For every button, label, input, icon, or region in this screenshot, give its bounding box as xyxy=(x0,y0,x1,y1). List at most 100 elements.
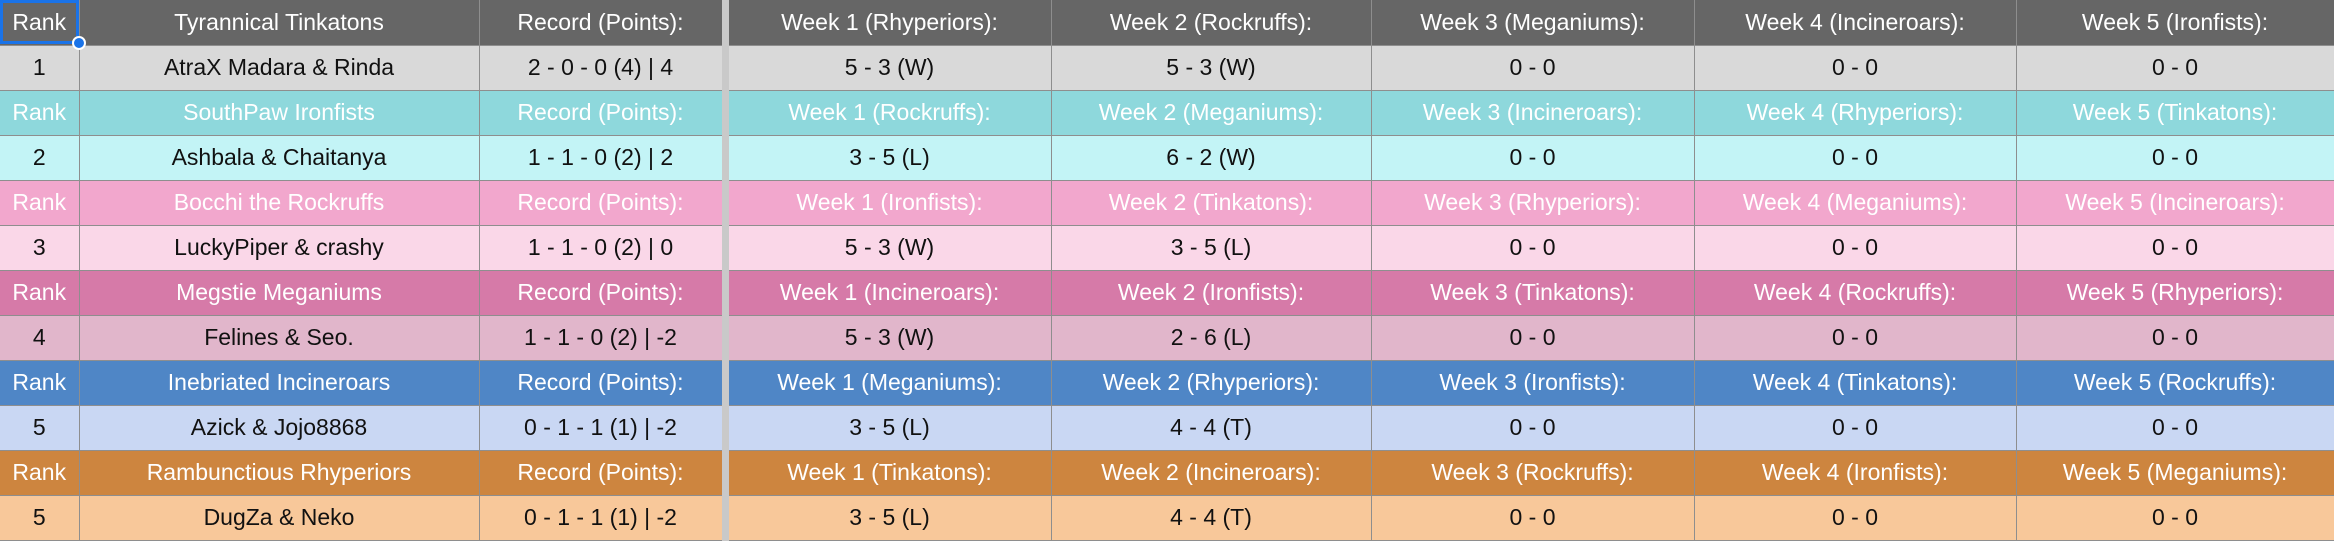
cell-record[interactable]: 1 - 1 - 0 (2) | -2 xyxy=(479,315,729,361)
header-cell-week-4[interactable]: Week 4 (Incineroars): xyxy=(1694,0,2017,46)
header-cell-week-1[interactable]: Week 1 (Ironfists): xyxy=(725,180,1052,226)
cell-week-5[interactable]: 0 - 0 xyxy=(2016,135,2334,181)
cell-week-5[interactable]: 0 - 0 xyxy=(2016,225,2334,271)
header-cell-record[interactable]: Record (Points): xyxy=(479,180,729,226)
cell-week-1[interactable]: 3 - 5 (L) xyxy=(725,495,1052,541)
team-header-row: Rank Tyrannical Tinkatons Record (Points):… xyxy=(0,0,2334,46)
cell-rank[interactable]: 4 xyxy=(0,315,80,361)
cell-week-2[interactable]: 5 - 3 (W) xyxy=(1051,45,1372,91)
header-cell-week-2[interactable]: Week 2 (Meganiums): xyxy=(1051,90,1372,136)
header-cell-week-2[interactable]: Week 2 (Rockruffs): xyxy=(1051,0,1372,46)
header-cell-week-5[interactable]: Week 5 (Tinkatons): xyxy=(2016,90,2334,136)
cell-week-2[interactable]: 2 - 6 (L) xyxy=(1051,315,1372,361)
cell-week-5[interactable]: 0 - 0 xyxy=(2016,405,2334,451)
header-cell-week-3[interactable]: Week 3 (Meganiums): xyxy=(1371,0,1695,46)
header-cell-week-1[interactable]: Week 1 (Rhyperiors): xyxy=(725,0,1052,46)
header-cell-week-5[interactable]: Week 5 (Rockruffs): xyxy=(2016,360,2334,406)
header-cell-week-4[interactable]: Week 4 (Ironfists): xyxy=(1694,450,2017,496)
header-cell-week-5[interactable]: Week 5 (Meganiums): xyxy=(2016,450,2334,496)
header-cell-rank[interactable]: Rank xyxy=(0,450,80,496)
cell-week-1[interactable]: 5 - 3 (W) xyxy=(725,315,1052,361)
header-cell-rank[interactable]: Rank xyxy=(0,270,80,316)
cell-week-4[interactable]: 0 - 0 xyxy=(1694,225,2017,271)
cell-week-5[interactable]: 0 - 0 xyxy=(2016,495,2334,541)
cell-week-3[interactable]: 0 - 0 xyxy=(1371,315,1695,361)
header-cell-week-3[interactable]: Week 3 (Rhyperiors): xyxy=(1371,180,1695,226)
cell-week-4[interactable]: 0 - 0 xyxy=(1694,45,2017,91)
header-cell-week-1[interactable]: Week 1 (Tinkatons): xyxy=(725,450,1052,496)
header-cell-week-1[interactable]: Week 1 (Meganiums): xyxy=(725,360,1052,406)
cell-rank[interactable]: 5 xyxy=(0,405,80,451)
header-cell-week-3[interactable]: Week 3 (Rockruffs): xyxy=(1371,450,1695,496)
cell-week-3[interactable]: 0 - 0 xyxy=(1371,405,1695,451)
cell-team-name[interactable]: Ashbala & Chaitanya xyxy=(79,135,480,181)
cell-team-name[interactable]: Azick & Jojo8868 xyxy=(79,405,480,451)
header-cell-rank[interactable]: Rank xyxy=(0,180,80,226)
header-cell-week-2[interactable]: Week 2 (Tinkatons): xyxy=(1051,180,1372,226)
header-cell-week-1[interactable]: Week 1 (Incineroars): xyxy=(725,270,1052,316)
cell-week-2[interactable]: 4 - 4 (T) xyxy=(1051,405,1372,451)
header-cell-week-4[interactable]: Week 4 (Rockruffs): xyxy=(1694,270,2017,316)
header-cell-week-2[interactable]: Week 2 (Ironfists): xyxy=(1051,270,1372,316)
header-cell-week-3[interactable]: Week 3 (Ironfists): xyxy=(1371,360,1695,406)
header-cell-rank[interactable]: Rank xyxy=(0,90,80,136)
cell-week-1[interactable]: 3 - 5 (L) xyxy=(725,135,1052,181)
cell-team-name[interactable]: AtraX Madara & Rinda xyxy=(79,45,480,91)
header-cell-record[interactable]: Record (Points): xyxy=(479,270,729,316)
cell-team-name[interactable]: Felines & Seo. xyxy=(79,315,480,361)
cell-record[interactable]: 2 - 0 - 0 (4) | 4 xyxy=(479,45,729,91)
header-cell-week-1[interactable]: Week 1 (Rockruffs): xyxy=(725,90,1052,136)
header-cell-team-name[interactable]: Rambunctious Rhyperiors xyxy=(79,450,480,496)
header-cell-team-name[interactable]: Tyrannical Tinkatons xyxy=(79,0,480,46)
header-cell-team-name[interactable]: SouthPaw Ironfists xyxy=(79,90,480,136)
cell-team-name[interactable]: DugZa & Neko xyxy=(79,495,480,541)
header-cell-week-3[interactable]: Week 3 (Tinkatons): xyxy=(1371,270,1695,316)
cell-week-2[interactable]: 3 - 5 (L) xyxy=(1051,225,1372,271)
header-cell-rank[interactable]: Rank xyxy=(0,0,80,46)
team-data-row: 5 Azick & Jojo8868 0 - 1 - 1 (1) | -2 3 - 5… xyxy=(0,405,2334,451)
cell-rank[interactable]: 1 xyxy=(0,45,80,91)
cell-week-1[interactable]: 3 - 5 (L) xyxy=(725,405,1052,451)
cell-record[interactable]: 0 - 1 - 1 (1) | -2 xyxy=(479,495,729,541)
cell-team-name[interactable]: LuckyPiper & crashy xyxy=(79,225,480,271)
cell-rank[interactable]: 5 xyxy=(0,495,80,541)
header-cell-week-5[interactable]: Week 5 (Ironfists): xyxy=(2016,0,2334,46)
header-cell-record[interactable]: Record (Points): xyxy=(479,360,729,406)
header-cell-record[interactable]: Record (Points): xyxy=(479,450,729,496)
header-cell-week-5[interactable]: Week 5 (Rhyperiors): xyxy=(2016,270,2334,316)
header-cell-week-4[interactable]: Week 4 (Tinkatons): xyxy=(1694,360,2017,406)
header-cell-rank[interactable]: Rank xyxy=(0,360,80,406)
header-cell-week-4[interactable]: Week 4 (Rhyperiors): xyxy=(1694,90,2017,136)
cell-week-3[interactable]: 0 - 0 xyxy=(1371,225,1695,271)
cell-week-2[interactable]: 4 - 4 (T) xyxy=(1051,495,1372,541)
cell-week-4[interactable]: 0 - 0 xyxy=(1694,315,2017,361)
cell-week-3[interactable]: 0 - 0 xyxy=(1371,45,1695,91)
cell-week-3[interactable]: 0 - 0 xyxy=(1371,495,1695,541)
cell-week-3[interactable]: 0 - 0 xyxy=(1371,135,1695,181)
header-cell-team-name[interactable]: Bocchi the Rockruffs xyxy=(79,180,480,226)
cell-record[interactable]: 1 - 1 - 0 (2) | 2 xyxy=(479,135,729,181)
header-cell-team-name[interactable]: Megstie Meganiums xyxy=(79,270,480,316)
cell-week-5[interactable]: 0 - 0 xyxy=(2016,45,2334,91)
cell-week-1[interactable]: 5 - 3 (W) xyxy=(725,225,1052,271)
fill-handle[interactable] xyxy=(72,36,86,50)
header-cell-week-3[interactable]: Week 3 (Incineroars): xyxy=(1371,90,1695,136)
team-data-row: 5 DugZa & Neko 0 - 1 - 1 (1) | -2 3 - 5 (L)… xyxy=(0,495,2334,541)
cell-week-2[interactable]: 6 - 2 (W) xyxy=(1051,135,1372,181)
cell-rank[interactable]: 2 xyxy=(0,135,80,181)
header-cell-week-2[interactable]: Week 2 (Incineroars): xyxy=(1051,450,1372,496)
cell-record[interactable]: 1 - 1 - 0 (2) | 0 xyxy=(479,225,729,271)
header-cell-record[interactable]: Record (Points): xyxy=(479,90,729,136)
cell-week-4[interactable]: 0 - 0 xyxy=(1694,495,2017,541)
cell-week-5[interactable]: 0 - 0 xyxy=(2016,315,2334,361)
cell-week-4[interactable]: 0 - 0 xyxy=(1694,135,2017,181)
header-cell-week-5[interactable]: Week 5 (Incineroars): xyxy=(2016,180,2334,226)
cell-week-4[interactable]: 0 - 0 xyxy=(1694,405,2017,451)
header-cell-record[interactable]: Record (Points): xyxy=(479,0,729,46)
cell-record[interactable]: 0 - 1 - 1 (1) | -2 xyxy=(479,405,729,451)
cell-rank[interactable]: 3 xyxy=(0,225,80,271)
header-cell-team-name[interactable]: Inebriated Incineroars xyxy=(79,360,480,406)
header-cell-week-4[interactable]: Week 4 (Meganiums): xyxy=(1694,180,2017,226)
cell-week-1[interactable]: 5 - 3 (W) xyxy=(725,45,1052,91)
header-cell-week-2[interactable]: Week 2 (Rhyperiors): xyxy=(1051,360,1372,406)
